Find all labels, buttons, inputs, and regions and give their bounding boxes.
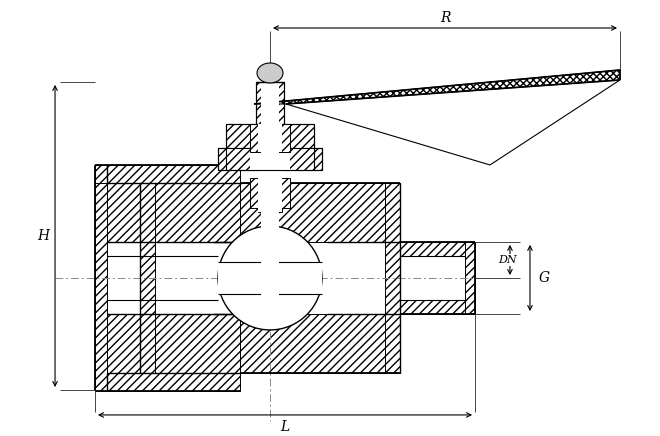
Bar: [140, 183, 155, 373]
Text: G: G: [539, 271, 550, 285]
Bar: [260, 178, 280, 208]
Bar: [250, 124, 290, 152]
Polygon shape: [95, 373, 240, 391]
Ellipse shape: [218, 226, 322, 330]
Bar: [400, 300, 475, 314]
Bar: [95, 165, 107, 391]
Ellipse shape: [257, 63, 283, 83]
Bar: [400, 242, 475, 256]
Polygon shape: [107, 314, 240, 373]
Bar: [250, 124, 290, 170]
Bar: [261, 82, 279, 304]
Polygon shape: [107, 183, 240, 242]
Bar: [258, 188, 282, 212]
Text: R: R: [440, 11, 450, 25]
Polygon shape: [240, 183, 400, 242]
Bar: [218, 148, 322, 170]
Bar: [261, 188, 279, 207]
Polygon shape: [254, 70, 620, 104]
Bar: [226, 124, 314, 148]
Bar: [465, 242, 475, 314]
Bar: [258, 124, 282, 152]
Bar: [385, 183, 400, 373]
Polygon shape: [240, 314, 400, 373]
Polygon shape: [95, 165, 240, 183]
Bar: [218, 262, 322, 294]
Text: L: L: [280, 420, 290, 434]
Bar: [256, 82, 284, 124]
Text: H: H: [37, 229, 49, 243]
Bar: [250, 178, 290, 208]
Bar: [95, 165, 475, 391]
Bar: [258, 124, 282, 212]
Text: DN: DN: [499, 255, 517, 265]
